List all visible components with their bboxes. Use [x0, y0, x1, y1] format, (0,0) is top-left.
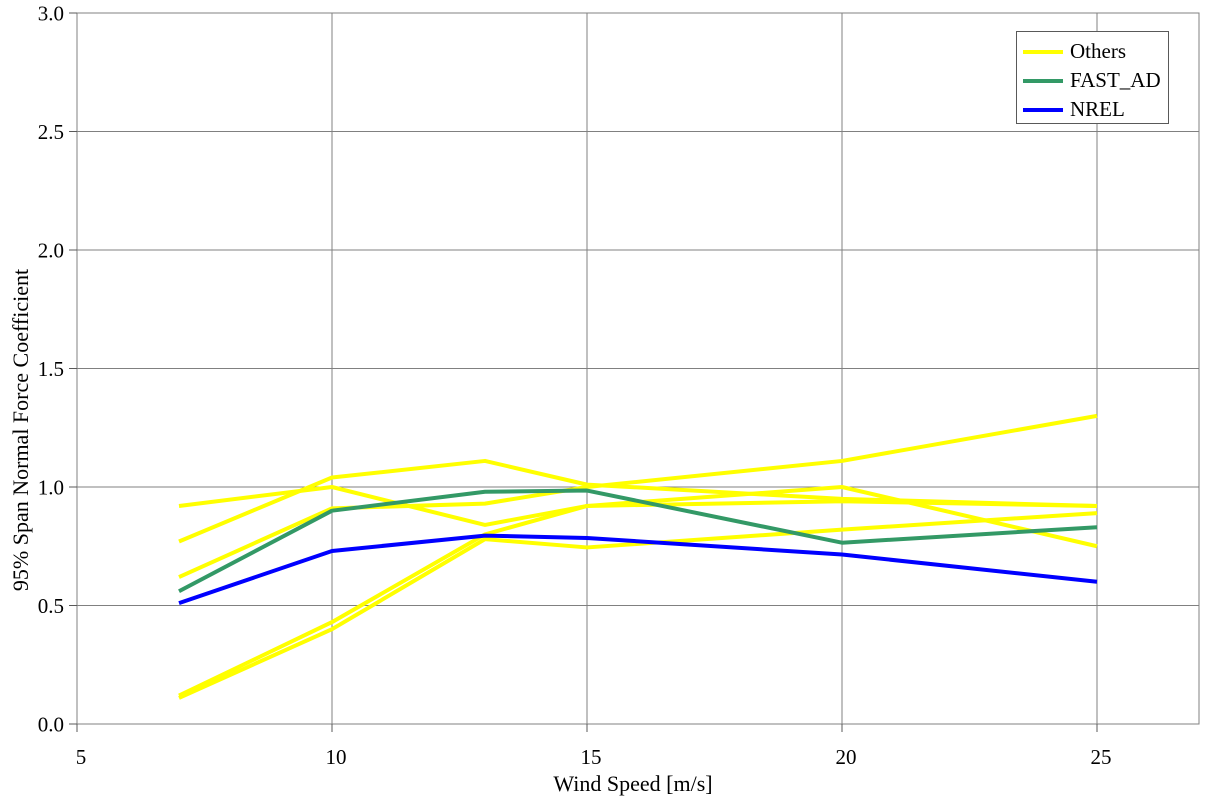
legend-label-nrel: NREL: [1070, 97, 1125, 121]
y-tick-label-1.0: 1.0: [38, 475, 64, 499]
x-tick-label-25: 25: [1091, 745, 1112, 769]
x-tick-label-10: 10: [326, 745, 347, 769]
series-line-others-3: [178, 413, 1098, 579]
legend-item-others: Others: [1023, 37, 1168, 66]
y-tick-label-2.5: 2.5: [38, 120, 64, 144]
legend-swatch-fast-ad: [1023, 78, 1063, 83]
x-axis-title: Wind Speed [m/s]: [553, 771, 713, 796]
legend-swatch-others: [1023, 49, 1063, 54]
y-tick-label-2.0: 2.0: [38, 238, 64, 262]
y-tick-label-3.0: 3.0: [38, 1, 64, 25]
legend: Others FAST_AD NREL: [1016, 31, 1169, 124]
y-tick-label-0.0: 0.0: [38, 712, 64, 736]
y-tick-label-1.5: 1.5: [38, 357, 64, 381]
legend-label-fast-ad: FAST_AD: [1070, 68, 1161, 92]
series-line-others-4: [178, 499, 1098, 698]
x-tick-label-5: 5: [76, 745, 87, 769]
legend-label-others: Others: [1070, 39, 1126, 63]
x-tick-label-20: 20: [836, 745, 857, 769]
series-line-nrel: [178, 533, 1098, 606]
series-line-others-5: [178, 511, 1098, 700]
legend-item-fast-ad: FAST_AD: [1023, 66, 1168, 95]
y-tick-label-0.5: 0.5: [38, 594, 64, 618]
legend-item-nrel: NREL: [1023, 95, 1168, 124]
legend-swatch-nrel: [1023, 107, 1063, 112]
x-tick-label-15: 15: [581, 745, 602, 769]
y-axis-title: 95% Span Normal Force Coefficient: [8, 268, 33, 592]
series-line-fast-ad: [178, 488, 1098, 594]
